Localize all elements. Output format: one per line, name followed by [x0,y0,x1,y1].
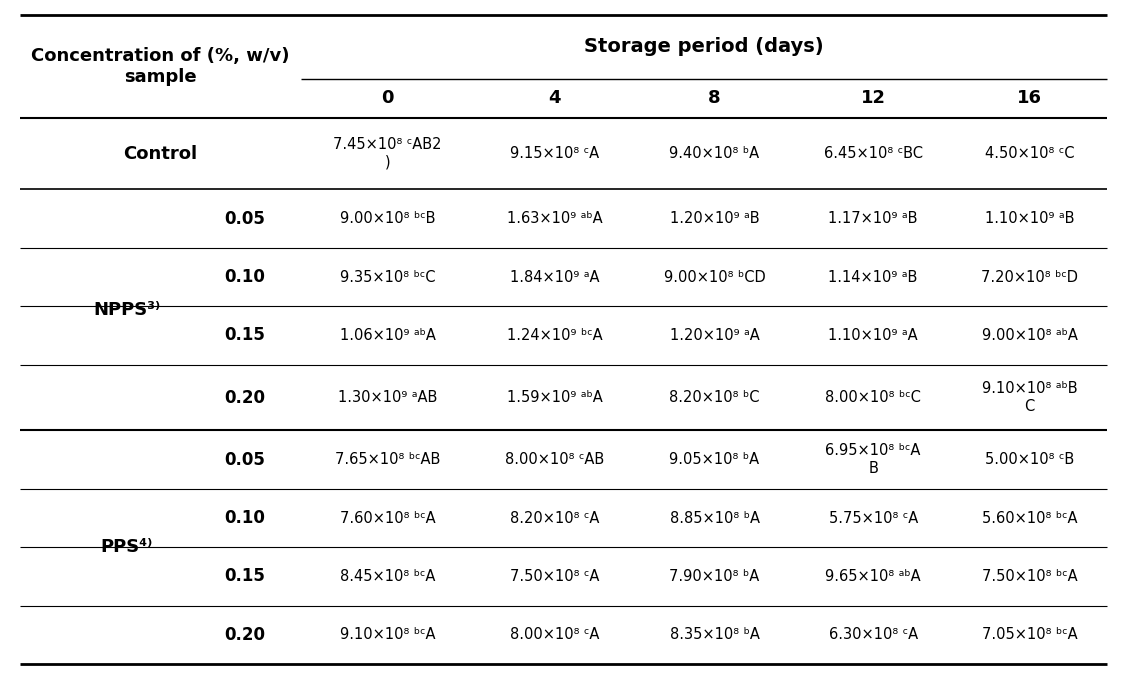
Text: 4.50×10⁸ ᶜC: 4.50×10⁸ ᶜC [985,146,1074,161]
Text: 8.20×10⁸ ᶜA: 8.20×10⁸ ᶜA [511,511,600,526]
Text: 1.10×10⁹ ᵃA: 1.10×10⁹ ᵃA [828,328,919,343]
Text: 1.63×10⁹ ᵃᵇA: 1.63×10⁹ ᵃᵇA [507,211,603,226]
Text: 1.59×10⁹ ᵃᵇA: 1.59×10⁹ ᵃᵇA [507,390,603,405]
Text: 1.24×10⁹ ᵇᶜA: 1.24×10⁹ ᵇᶜA [507,328,603,343]
Text: Control: Control [123,145,197,162]
Text: 8.00×10⁸ ᶜAB: 8.00×10⁸ ᶜAB [505,452,604,467]
Text: 9.10×10⁸ ᵃᵇB
C: 9.10×10⁸ ᵃᵇB C [982,382,1077,414]
Text: 9.05×10⁸ ᵇA: 9.05×10⁸ ᵇA [669,452,760,467]
Text: 0.15: 0.15 [224,327,265,344]
Text: 1.20×10⁹ ᵃB: 1.20×10⁹ ᵃB [669,211,760,226]
Text: 0.20: 0.20 [224,388,265,407]
Text: 1.20×10⁹ ᵃA: 1.20×10⁹ ᵃA [669,328,760,343]
Text: 0.10: 0.10 [224,268,265,286]
Text: 1.06×10⁹ ᵃᵇA: 1.06×10⁹ ᵃᵇA [339,328,435,343]
Text: 5.75×10⁸ ᶜA: 5.75×10⁸ ᶜA [828,511,917,526]
Text: 9.00×10⁸ ᵇCD: 9.00×10⁸ ᵇCD [664,270,765,285]
Text: 7.45×10⁸ ᶜAB2
): 7.45×10⁸ ᶜAB2 ) [334,137,442,170]
Text: 12: 12 [861,89,886,107]
Text: Storage period (days): Storage period (days) [584,37,824,56]
Text: 8.85×10⁸ ᵇA: 8.85×10⁸ ᵇA [669,511,760,526]
Text: 9.40×10⁸ ᵇA: 9.40×10⁸ ᵇA [669,146,760,161]
Text: 8.45×10⁸ ᵇᶜA: 8.45×10⁸ ᵇᶜA [340,569,435,584]
Text: 0.20: 0.20 [224,626,265,644]
Text: 9.35×10⁸ ᵇᶜC: 9.35×10⁸ ᵇᶜC [339,270,435,285]
Text: 8.35×10⁸ ᵇA: 8.35×10⁸ ᵇA [669,627,760,642]
Text: 7.20×10⁸ ᵇᶜD: 7.20×10⁸ ᵇᶜD [982,270,1079,285]
Text: 1.14×10⁹ ᵃB: 1.14×10⁹ ᵃB [828,270,917,285]
Text: 7.50×10⁸ ᵇᶜA: 7.50×10⁸ ᵇᶜA [982,569,1077,584]
Text: 7.90×10⁸ ᵇA: 7.90×10⁸ ᵇA [669,569,760,584]
Text: 0.05: 0.05 [224,451,265,469]
Text: 0.10: 0.10 [224,509,265,527]
Text: 7.60×10⁸ ᵇᶜA: 7.60×10⁸ ᵇᶜA [339,511,435,526]
Text: 8.00×10⁸ ᶜA: 8.00×10⁸ ᶜA [511,627,600,642]
Text: 9.10×10⁸ ᵇᶜA: 9.10×10⁸ ᵇᶜA [339,627,435,642]
Text: 4: 4 [549,89,561,107]
Text: 0.15: 0.15 [224,568,265,585]
Text: 1.17×10⁹ ᵃB: 1.17×10⁹ ᵃB [828,211,917,226]
Text: Concentration of (%, w/v)
sample: Concentration of (%, w/v) sample [32,47,290,86]
Text: 7.65×10⁸ ᵇᶜAB: 7.65×10⁸ ᵇᶜAB [335,452,441,467]
Text: 9.00×10⁸ ᵃᵇA: 9.00×10⁸ ᵃᵇA [982,328,1077,343]
Text: 6.95×10⁸ ᵇᶜA
B: 6.95×10⁸ ᵇᶜA B [825,443,921,476]
Text: 6.30×10⁸ ᶜA: 6.30×10⁸ ᶜA [828,627,917,642]
Text: NPPS³⁾: NPPS³⁾ [94,301,160,319]
Text: 8: 8 [708,89,721,107]
Text: 9.00×10⁸ ᵇᶜB: 9.00×10⁸ ᵇᶜB [339,211,435,226]
Text: 9.15×10⁸ ᶜA: 9.15×10⁸ ᶜA [511,146,600,161]
Text: 8.00×10⁸ ᵇᶜC: 8.00×10⁸ ᵇᶜC [825,390,921,405]
Text: 7.50×10⁸ ᶜA: 7.50×10⁸ ᶜA [511,569,600,584]
Text: 0.05: 0.05 [224,210,265,227]
Text: 9.65×10⁸ ᵃᵇA: 9.65×10⁸ ᵃᵇA [825,569,921,584]
Text: 5.60×10⁸ ᵇᶜA: 5.60×10⁸ ᵇᶜA [982,511,1077,526]
Text: 1.10×10⁹ ᵃB: 1.10×10⁹ ᵃB [985,211,1074,226]
Text: 1.30×10⁹ ᵃAB: 1.30×10⁹ ᵃAB [338,390,437,405]
Text: 0: 0 [381,89,393,107]
Text: 6.45×10⁸ ᶜBC: 6.45×10⁸ ᶜBC [824,146,923,161]
Text: 5.00×10⁸ ᶜB: 5.00×10⁸ ᶜB [985,452,1074,467]
Text: 7.05×10⁸ ᵇᶜA: 7.05×10⁸ ᵇᶜA [982,627,1077,642]
Text: 8.20×10⁸ ᵇC: 8.20×10⁸ ᵇC [669,390,760,405]
Text: 1.84×10⁹ ᵃA: 1.84×10⁹ ᵃA [511,270,600,285]
Text: PPS⁴⁾: PPS⁴⁾ [100,538,153,556]
Text: 16: 16 [1017,89,1042,107]
